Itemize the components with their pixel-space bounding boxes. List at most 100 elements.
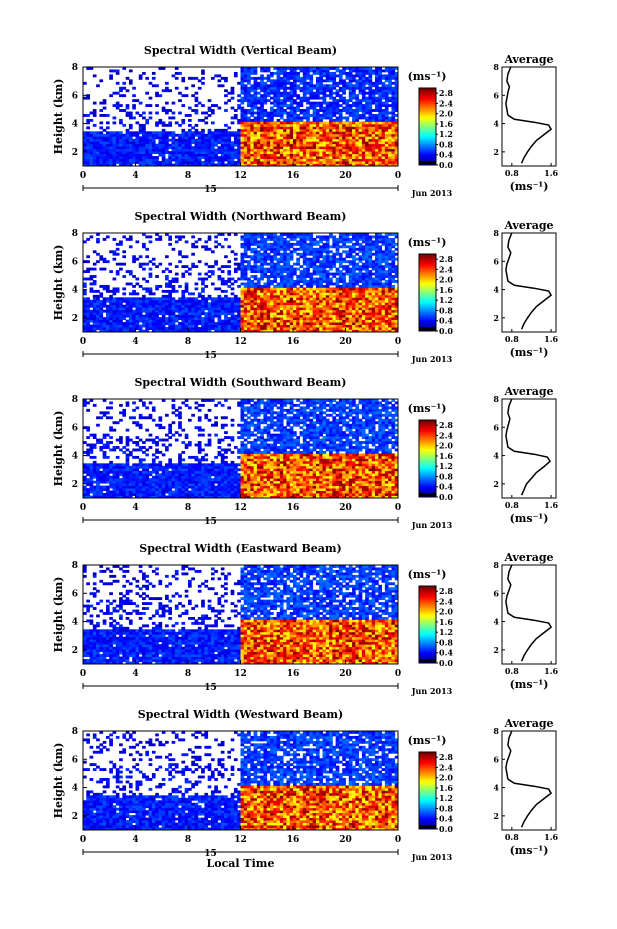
heatmap-cell: [312, 161, 317, 164]
heatmap-cell: [253, 287, 258, 291]
heatmap-cell: [279, 292, 284, 296]
heatmap-cell: [276, 118, 281, 122]
heatmap-cell: [279, 86, 284, 90]
heatmap-cell: [289, 289, 294, 293]
heatmap-cell: [296, 304, 300, 308]
heatmap-cell: [142, 143, 146, 147]
heatmap-cell: [322, 128, 327, 132]
heatmap-cell: [332, 309, 337, 313]
heatmap-cell: [289, 111, 294, 115]
heatmap-cell: [335, 297, 340, 301]
heatmap-cell: [391, 143, 396, 147]
heatmap-cell: [315, 314, 320, 318]
heatmap-cell: [296, 317, 300, 321]
heatmap-cell: [302, 161, 307, 164]
heatmap-cell: [309, 114, 314, 117]
heatmap-cell: [86, 319, 90, 323]
heatmap-cell: [237, 317, 241, 321]
heatmap-cell: [335, 260, 340, 264]
heatmap-cell: [266, 146, 271, 150]
heatmap-cell: [102, 138, 107, 142]
heatmap-cell: [322, 297, 327, 301]
heatmap-cell: [266, 287, 271, 291]
heatmap-cell: [332, 304, 337, 308]
heatmap-cell: [358, 138, 363, 142]
heatmap-cell: [270, 106, 274, 110]
heatmap-cell: [299, 297, 304, 301]
heatmap-cell: [342, 109, 346, 112]
heatmap-cell: [135, 324, 140, 328]
heatmap-cell: [207, 294, 212, 298]
heatmap-cell: [155, 91, 159, 95]
heatmap-cell: [233, 143, 238, 147]
heatmap-cell: [319, 69, 323, 73]
heatmap-cell: [122, 158, 127, 162]
heatmap-cell: [378, 96, 382, 100]
heatmap-cell: [247, 101, 251, 105]
heatmap-cell: [273, 136, 277, 140]
heatmap-cell: [260, 148, 264, 152]
heatmap-cell: [381, 121, 386, 125]
heatmap-cell: [286, 74, 291, 78]
heatmap-cell: [306, 126, 310, 130]
heatmap-cell: [142, 329, 146, 333]
heatmap-cell: [263, 245, 268, 249]
heatmap-cell: [96, 133, 100, 137]
heatmap-cell: [286, 91, 291, 95]
heatmap-cell: [355, 262, 360, 266]
heatmap-cell: [276, 67, 281, 70]
heatmap-cell: [289, 161, 294, 164]
heatmap-cell: [142, 267, 146, 271]
heatmap-cell: [286, 247, 291, 251]
heatmap-cell: [240, 302, 245, 306]
heatmap-cell: [273, 252, 277, 256]
heatmap-cell: [217, 242, 222, 246]
heatmap-cell: [253, 255, 258, 259]
heatmap-cell: [178, 151, 182, 155]
heatmap-cell: [102, 260, 107, 264]
heatmap-cell: [329, 294, 333, 298]
heatmap-cell: [115, 91, 120, 95]
heatmap-cell: [342, 128, 346, 132]
heatmap-cell: [273, 81, 277, 85]
heatmap-cell: [227, 260, 232, 264]
heatmap-cell: [138, 148, 143, 152]
heatmap-cell: [174, 299, 179, 303]
heatmap-cell: [306, 262, 310, 266]
heatmap-cell: [394, 158, 399, 162]
heatmap-cell: [161, 131, 166, 135]
heatmap-cell: [299, 141, 304, 145]
heatmap-cell: [378, 86, 382, 90]
heatmap-cell: [371, 81, 376, 85]
heatmap-cell: [368, 128, 373, 132]
heatmap-cell: [371, 151, 376, 155]
heatmap-cell: [145, 297, 150, 301]
heatmap-cell: [345, 309, 350, 313]
heatmap-cell: [220, 151, 225, 155]
heatmap-cell: [289, 299, 294, 303]
heatmap-cell: [253, 69, 258, 73]
heatmap-cell: [151, 143, 156, 147]
heatmap-cell: [279, 237, 284, 241]
heatmap-cell: [243, 272, 248, 276]
heatmap-cell: [224, 299, 228, 303]
heatmap-cell: [289, 294, 294, 298]
heatmap-cell: [361, 161, 366, 164]
heatmap-cell: [165, 312, 169, 316]
heatmap-cell: [161, 121, 166, 125]
heatmap-cell: [201, 141, 205, 145]
heatmap-cell: [286, 121, 291, 125]
heatmap-cell: [345, 146, 350, 150]
heatmap-cell: [302, 322, 307, 325]
heatmap-cell: [289, 156, 294, 159]
heatmap-cell: [132, 324, 136, 328]
heatmap-cell: [391, 131, 396, 135]
heatmap-cell: [286, 94, 291, 98]
heatmap-cell: [115, 322, 120, 325]
heatmap-cell: [240, 297, 245, 301]
heatmap-cell: [201, 104, 205, 107]
heatmap-cell: [378, 69, 382, 73]
heatmap-cell: [194, 91, 199, 95]
heatmap-cell: [358, 324, 363, 328]
heatmap-cell: [161, 304, 166, 308]
